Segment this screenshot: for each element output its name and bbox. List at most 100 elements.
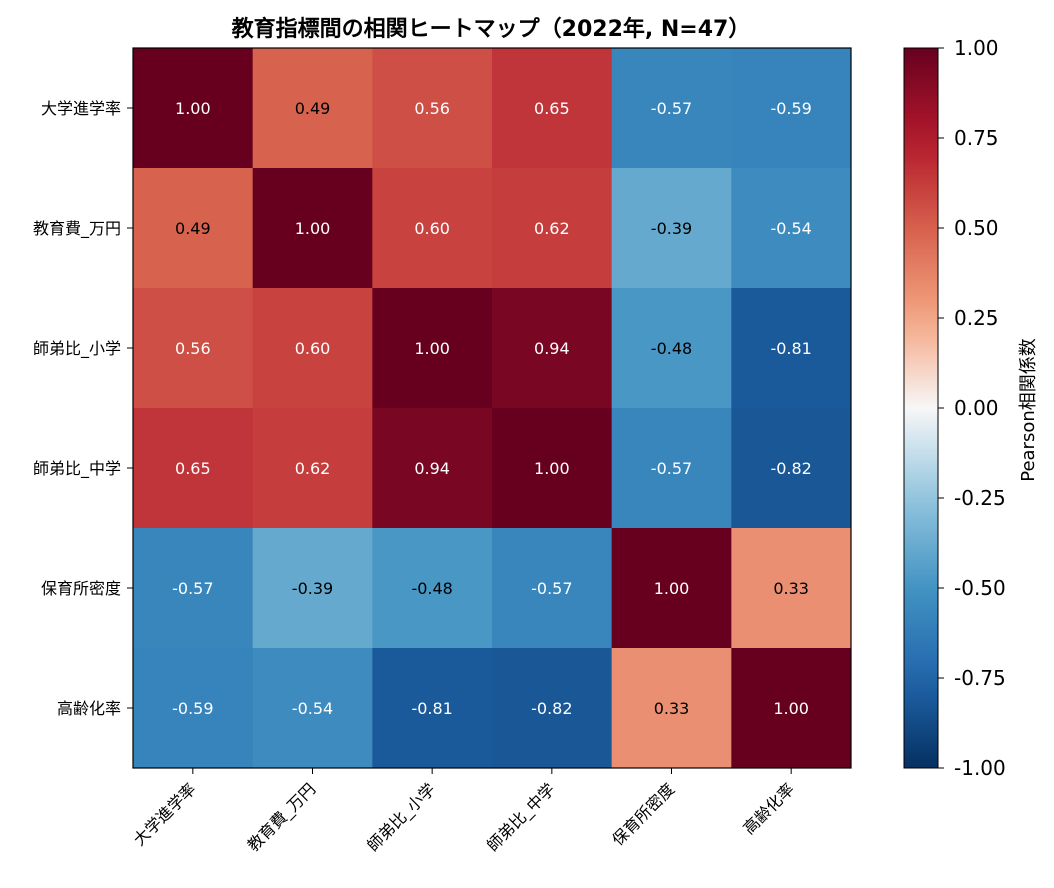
heatmap-cells xyxy=(133,48,852,769)
colorbar-tick-label: 0.00 xyxy=(954,396,999,420)
heatmap-cell xyxy=(133,528,254,649)
heatmap-cell xyxy=(372,168,493,289)
heatmap-cell xyxy=(611,288,732,409)
cell-value-label: -0.57 xyxy=(651,99,692,118)
colorbar-tick-label: -0.50 xyxy=(954,576,1006,600)
cell-value-label: 0.62 xyxy=(295,459,331,478)
colorbar-tick-label: -0.25 xyxy=(954,486,1006,510)
cell-value-label: -0.57 xyxy=(172,579,213,598)
heatmap-cell xyxy=(731,168,852,289)
cell-value-label: 0.56 xyxy=(175,339,211,358)
colorbar-label: Pearson相関係数 xyxy=(1018,338,1039,482)
heatmap-cell xyxy=(492,528,613,649)
heatmap-cell xyxy=(133,648,254,769)
cell-value-label: 1.00 xyxy=(414,339,450,358)
y-tick-label: 教育費_万円 xyxy=(33,219,121,239)
colorbar-tick-label: 0.50 xyxy=(954,216,999,240)
cell-value-label: 1.00 xyxy=(534,459,570,478)
y-tick-label: 師弟比_中学 xyxy=(33,459,121,479)
cell-value-label: -0.39 xyxy=(651,219,692,238)
colorbar xyxy=(903,47,939,769)
cell-value-label: -0.57 xyxy=(531,579,572,598)
heatmap-cell xyxy=(372,48,493,169)
heatmap-cell xyxy=(133,48,254,169)
colorbar-tick-label: 1.00 xyxy=(954,36,999,60)
heatmap-cell xyxy=(492,408,613,529)
cell-value-label: 0.60 xyxy=(295,339,331,358)
cell-value-label: -0.54 xyxy=(292,699,333,718)
heatmap-cell xyxy=(611,168,732,289)
heatmap-cell xyxy=(133,408,254,529)
cell-value-label: 0.49 xyxy=(295,99,331,118)
heatmap-cell xyxy=(611,648,732,769)
cell-value-label: 0.33 xyxy=(773,579,809,598)
cell-value-label: -0.54 xyxy=(770,219,811,238)
cell-value-label: 1.00 xyxy=(175,99,211,118)
heatmap-cell xyxy=(252,408,373,529)
x-tick-label: 大学進学率 xyxy=(130,779,200,849)
heatmap-cell xyxy=(492,48,613,169)
cell-value-label: 0.94 xyxy=(534,339,570,358)
heatmap-cell xyxy=(372,288,493,409)
cell-value-label: 0.33 xyxy=(654,699,690,718)
x-tick-label: 教育費_万円 xyxy=(244,779,320,855)
heatmap-cell xyxy=(372,408,493,529)
heatmap-cell-labels: 1.00 0.49 0.56 0.65 -0.57 -0.59 0.49 1.00 0.60 0.… xyxy=(172,99,812,718)
cell-value-label: 0.60 xyxy=(414,219,450,238)
x-axis: 大学進学率 教育費_万円 師弟比_小学 師弟比_中学 保育所密度 高齢化率 xyxy=(130,768,798,856)
cell-value-label: 0.65 xyxy=(175,459,211,478)
colorbar-tick-label: 0.75 xyxy=(954,126,999,150)
heatmap-cell xyxy=(252,648,373,769)
cell-value-label: 0.56 xyxy=(414,99,450,118)
y-tick-label: 師弟比_小学 xyxy=(33,339,121,359)
heatmap-cell xyxy=(252,168,373,289)
heatmap-cell xyxy=(731,648,852,769)
cell-value-label: 1.00 xyxy=(773,699,809,718)
heatmap-cell xyxy=(492,288,613,409)
cell-value-label: -0.82 xyxy=(531,699,572,718)
heatmap-cell xyxy=(611,48,732,169)
cell-value-label: 0.65 xyxy=(534,99,570,118)
colorbar-tick-label: -1.00 xyxy=(954,756,1006,780)
chart-title: 教育指標間の相関ヒートマップ（2022年, N=47） xyxy=(232,16,751,42)
cell-value-label: -0.57 xyxy=(651,459,692,478)
heatmap-cell xyxy=(492,648,613,769)
cell-value-label: -0.81 xyxy=(770,339,811,358)
x-tick-label: 保育所密度 xyxy=(608,779,678,849)
x-tick-label: 師弟比_小学 xyxy=(363,779,439,855)
plot-frame xyxy=(132,47,852,769)
cell-value-label: -0.81 xyxy=(411,699,452,718)
x-tick-label: 高齢化率 xyxy=(739,779,798,838)
heatmap-cell xyxy=(492,168,613,289)
colorbar-tick-label: 0.25 xyxy=(954,306,999,330)
heatmap-cell xyxy=(372,528,493,649)
cell-value-label: 0.94 xyxy=(414,459,450,478)
y-tick-label: 大学進学率 xyxy=(41,99,121,118)
x-tick-label: 師弟比_中学 xyxy=(483,779,559,855)
heatmap-cell xyxy=(611,408,732,529)
heatmap-cell xyxy=(252,288,373,409)
heatmap-cell xyxy=(133,168,254,289)
heatmap-cell xyxy=(731,408,852,529)
cell-value-label: -0.48 xyxy=(411,579,452,598)
cell-value-label: -0.39 xyxy=(292,579,333,598)
heatmap-cell xyxy=(372,648,493,769)
heatmap-cell xyxy=(133,288,254,409)
cell-value-label: -0.59 xyxy=(172,699,213,718)
cell-value-label: -0.82 xyxy=(770,459,811,478)
colorbar-axis: 1.00 0.75 0.50 0.25 0.00 -0.25 -0.50 -0.75 -1.00 xyxy=(938,36,1006,780)
heatmap-cell xyxy=(731,288,852,409)
cell-value-label: 1.00 xyxy=(295,219,331,238)
cell-value-label: 0.49 xyxy=(175,219,211,238)
heatmap-cell xyxy=(611,528,732,649)
heatmap-cell xyxy=(731,528,852,649)
heatmap-cell xyxy=(252,528,373,649)
y-tick-label: 保育所密度 xyxy=(41,579,121,598)
cell-value-label: 1.00 xyxy=(654,579,690,598)
y-tick-label: 高齢化率 xyxy=(57,699,121,718)
cell-value-label: -0.59 xyxy=(770,99,811,118)
colorbar-tick-label: -0.75 xyxy=(954,666,1006,690)
